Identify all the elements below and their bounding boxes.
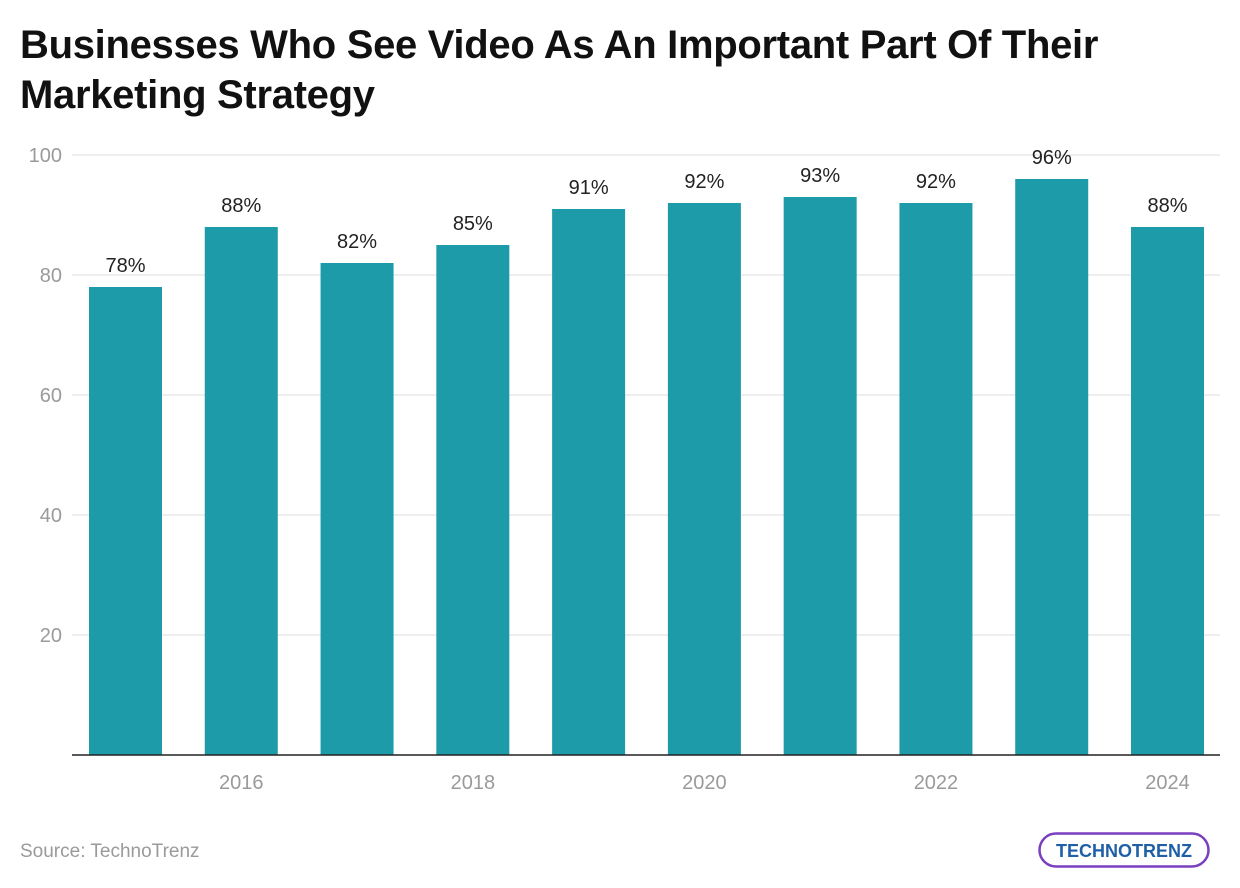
y-tick-label: 80 — [40, 265, 62, 287]
x-tick-label: 2018 — [451, 772, 496, 794]
value-label: 91% — [569, 177, 609, 199]
value-label: 85% — [453, 213, 493, 235]
y-tick-label: 40 — [40, 505, 62, 527]
x-tick-label: 2024 — [1145, 772, 1190, 794]
x-tick-label: 2020 — [682, 772, 727, 794]
bar-2019 — [552, 209, 626, 755]
bar-2017 — [320, 263, 394, 755]
value-label: 96% — [1032, 147, 1072, 169]
x-tick-label: 2016 — [219, 772, 264, 794]
bar-chart: 20 40 60 80 100 78% 88% 82% 85% 91% 92% 93% 92% 96% 8… — [29, 145, 1220, 794]
bar-2024 — [1131, 227, 1204, 755]
value-label: 88% — [1147, 195, 1187, 217]
bar-2020 — [667, 203, 741, 755]
value-labels: 78% 88% 82% 85% 91% 92% 93% 92% 96% 88% — [105, 147, 1187, 277]
value-label: 88% — [221, 195, 261, 217]
bar-2016 — [204, 227, 278, 755]
value-label: 93% — [800, 165, 840, 187]
value-label: 92% — [916, 171, 956, 193]
svg-text:TECHNOTRENZ: TECHNOTRENZ — [1056, 841, 1192, 861]
value-label: 78% — [105, 255, 145, 277]
bar-2022 — [899, 203, 973, 755]
value-label: 92% — [684, 171, 724, 193]
value-label: 82% — [337, 231, 377, 253]
bar-2015 — [89, 287, 162, 755]
bars — [89, 179, 1204, 755]
bar-2021 — [783, 197, 857, 755]
bar-2023 — [1015, 179, 1089, 755]
y-tick-label: 60 — [40, 385, 62, 407]
y-axis-ticks: 20 40 60 80 100 — [29, 145, 62, 647]
x-axis-ticks: 2016 2018 2020 2022 2024 — [219, 772, 1190, 794]
chart-title: Businesses Who See Video As An Important… — [20, 23, 1099, 117]
source-note: Source: TechnoTrenz — [20, 841, 200, 862]
technotrenz-logo: TECHNOTRENZ — [1038, 832, 1210, 868]
x-tick-label: 2022 — [914, 772, 959, 794]
y-tick-label: 100 — [29, 145, 62, 167]
y-tick-label: 20 — [40, 625, 62, 647]
bar-2018 — [436, 245, 510, 755]
